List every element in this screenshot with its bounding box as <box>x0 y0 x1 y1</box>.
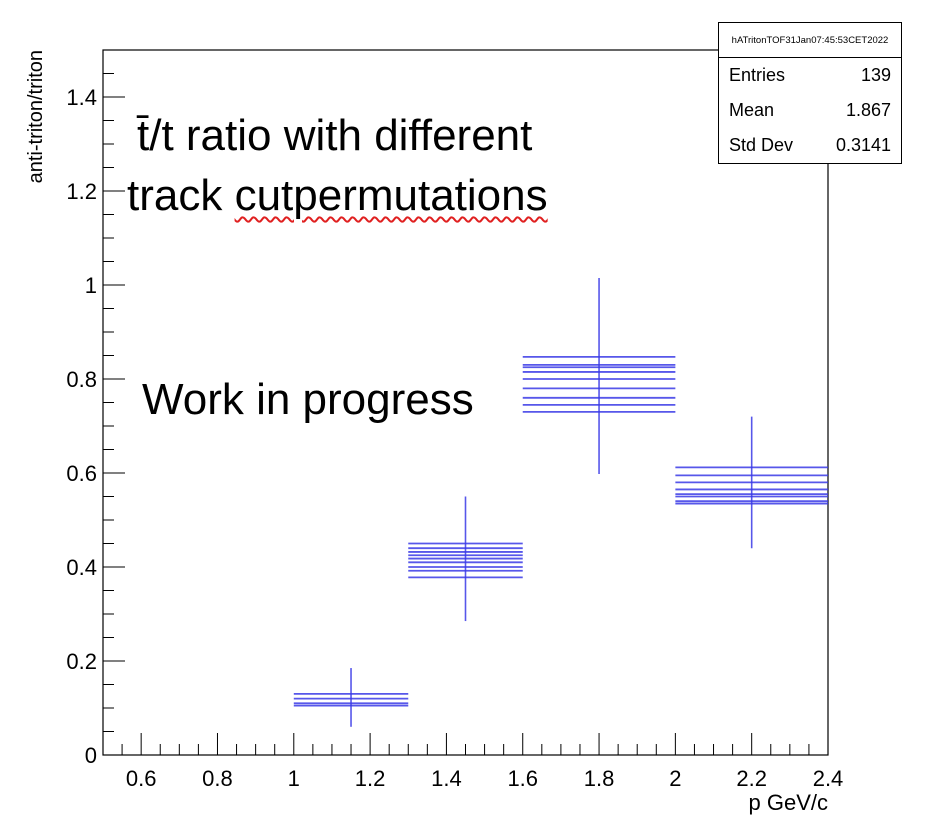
annotation-title-line2b: cutpermutations <box>234 171 548 220</box>
annotation-wip: Work in progress <box>142 375 474 424</box>
y-tick-label: 0 <box>85 743 97 768</box>
x-tick-label: 2 <box>669 766 681 791</box>
x-tick-label: 1.8 <box>584 766 615 791</box>
y-tick-label: 1 <box>85 273 97 298</box>
stats-box: hATritonTOF31Jan07:45:53CET2022 Entries … <box>718 22 902 164</box>
y-tick-label: 0.6 <box>66 461 97 486</box>
x-tick-label: 1.4 <box>431 766 462 791</box>
x-tick-label: 1 <box>288 766 300 791</box>
x-axis-label: p GeV/c <box>749 790 828 815</box>
annotation-title-line2a: track <box>127 171 235 220</box>
stats-row-stddev: Std Dev 0.3141 <box>719 128 901 163</box>
stats-label: Mean <box>729 100 775 120</box>
annotation-title-line2: track cutpermutations <box>127 174 548 218</box>
x-tick-label: 1.6 <box>507 766 538 791</box>
y-tick-label: 0.8 <box>66 367 97 392</box>
y-tick-label: 0.4 <box>66 555 97 580</box>
x-tick-label: 0.6 <box>126 766 157 791</box>
stats-label: Std Dev <box>729 135 794 155</box>
stats-title: hATritonTOF31Jan07:45:53CET2022 <box>719 23 901 58</box>
stats-value: 139 <box>860 65 891 85</box>
stats-row-mean: Mean 1.867 <box>719 93 901 128</box>
x-tick-label: 2.2 <box>736 766 767 791</box>
x-tick-label: 1.2 <box>355 766 386 791</box>
y-axis-label: anti-triton/triton <box>25 50 47 183</box>
stats-label: Entries <box>729 65 786 85</box>
y-tick-label: 1.2 <box>66 179 97 204</box>
x-tick-label: 0.8 <box>202 766 233 791</box>
stats-row-entries: Entries 139 <box>719 58 901 93</box>
y-tick-label: 1.4 <box>66 85 97 110</box>
y-tick-label: 0.2 <box>66 649 97 674</box>
x-tick-label: 2.4 <box>813 766 844 791</box>
stats-value: 1.867 <box>845 100 891 120</box>
annotation-title-line1: t̄/t ratio with different <box>137 111 533 160</box>
stats-value: 0.3141 <box>835 135 891 155</box>
